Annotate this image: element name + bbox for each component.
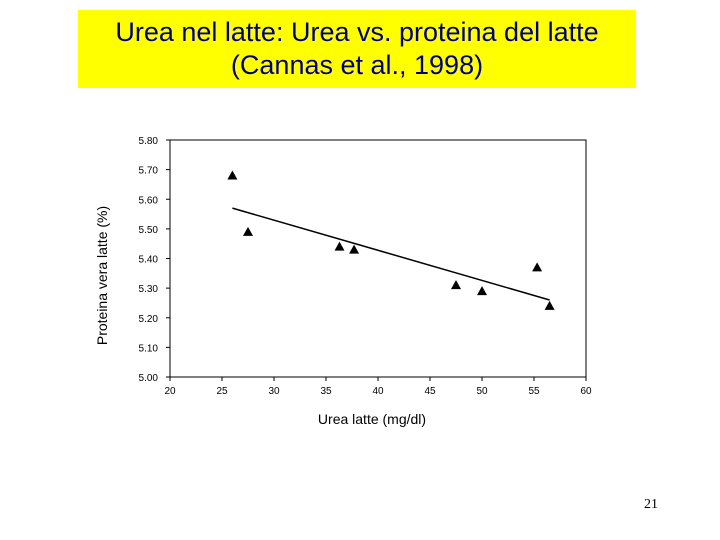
x-tick-label: 55 [528,386,540,397]
y-axis-label: Proteina vera latte (%) [94,206,110,345]
x-tick-label: 50 [476,386,488,397]
plot-area [169,139,587,378]
data-point-triangle [349,244,360,254]
y-tick-label: 5.70 [139,166,159,177]
y-tick-label: 5.30 [139,284,159,295]
x-tick-label: 40 [372,386,384,397]
x-tick-label: 25 [216,386,228,397]
r-squared-label: R² = 0.79 [452,119,514,136]
y-tick-label: 5.20 [139,314,159,325]
trendline [232,207,550,301]
y-tick-label: 5.00 [139,373,159,384]
x-axis-label: Urea latte (mg/dl) [318,411,426,427]
y-tick-label: 5.40 [139,255,159,266]
slide-title-line-1: Urea nel latte: Urea vs. proteina del la… [115,17,599,47]
slide-title-line-2: (Cannas et al., 1998) [230,50,484,80]
data-point-triangle [334,241,345,251]
x-tick-label: 45 [424,386,436,397]
data-point-triangle [532,262,543,272]
x-tick-label: 35 [320,386,332,397]
data-point-triangle [243,226,253,236]
y-tick-label: 5.50 [139,225,159,236]
page-number: 21 [644,497,658,512]
data-point-triangle [477,286,487,296]
data-point-triangle [227,170,238,180]
x-tick-label: 30 [268,386,280,397]
slide-title-banner: Urea nel latte: Urea vs. proteina del la… [78,10,636,88]
x-tick-label: 20 [164,386,176,397]
y-tick-label: 5.60 [139,195,159,206]
y-tick-label: 5.80 [139,136,159,147]
data-point-triangle [451,280,461,290]
x-tick-label: 60 [580,386,592,397]
y-tick-label: 5.10 [139,343,159,354]
data-point-triangle [544,300,555,310]
